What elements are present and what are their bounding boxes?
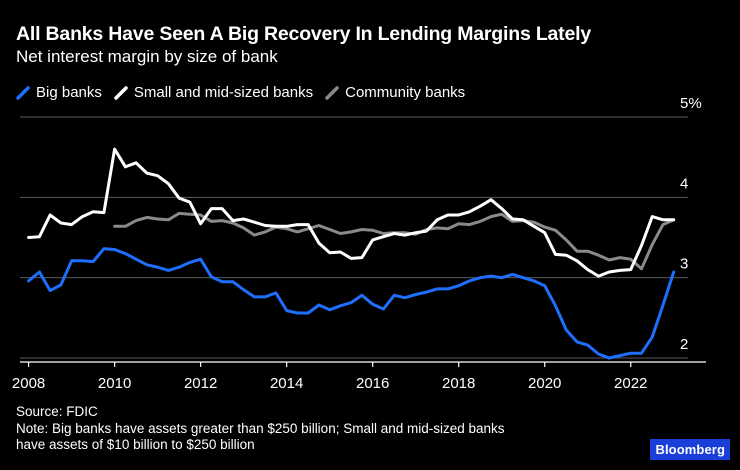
y-tick-label-3: 3 [680, 256, 688, 273]
legend-label-big-banks: Big banks [36, 84, 102, 101]
y-tick-label-2: 2 [680, 336, 688, 353]
footnote-line-1: Note: Big banks have assets greater than… [16, 420, 505, 436]
footnote-line-2: have assets of $10 billion to $250 billi… [16, 437, 255, 452]
x-tick-label-2018: 2018 [442, 375, 475, 392]
legend-item-small-mid-banks: Small and mid-sized banks [114, 84, 313, 101]
series-line-big-banks [27, 247, 676, 360]
series-line-small-mid-banks [27, 147, 676, 278]
source-note: Source: FDIC [16, 404, 98, 419]
legend-swatch-big-banks-icon [16, 85, 30, 100]
legend-item-community-banks: Community banks [325, 84, 465, 101]
legend-label-community-banks: Community banks [345, 84, 466, 101]
chart-title: All Banks Have Seen A Big Recovery In Le… [16, 23, 591, 45]
footer: Source: FDIC Note: Big banks have assets… [16, 404, 505, 454]
legend-swatch-small-mid-banks-icon [114, 85, 128, 100]
legend-item-big-banks: Big banks [16, 84, 102, 101]
x-tick-label-2022: 2022 [614, 375, 647, 392]
x-tick-label-2014: 2014 [270, 375, 303, 392]
x-tick-label-2010: 2010 [98, 375, 131, 392]
legend-label-small-mid-banks: Small and mid-sized banks [133, 84, 314, 101]
x-tick-label-2020: 2020 [528, 375, 561, 392]
x-tick-label-2012: 2012 [184, 375, 217, 392]
bloomberg-logo: Bloomberg [650, 439, 730, 460]
x-tick-label-2008: 2008 [12, 375, 45, 392]
chart-subtitle: Net interest margin by size of bank [16, 47, 278, 66]
y-tick-label-5: 5% [680, 95, 702, 112]
legend-swatch-community-banks-icon [325, 85, 339, 100]
legend: Big banks Small and mid-sized banks Comm… [16, 84, 477, 101]
x-tick-label-2016: 2016 [356, 375, 389, 392]
y-tick-label-4: 4 [680, 175, 688, 192]
